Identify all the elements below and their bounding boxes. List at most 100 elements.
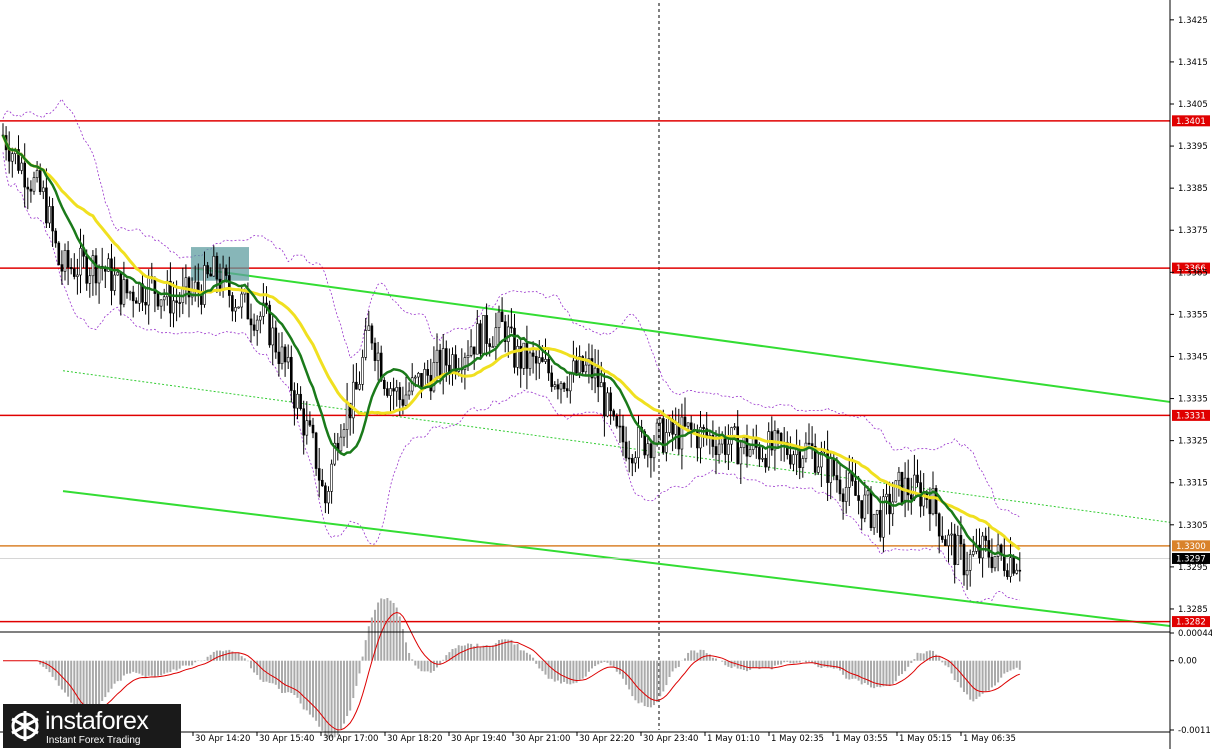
candle-body xyxy=(172,300,175,314)
time-tick-label: 30 Apr 22:20 xyxy=(579,734,634,744)
price-tick-label: 1.3285 xyxy=(1178,605,1208,615)
candle-body xyxy=(522,342,526,369)
level-tag-label: 1.3282 xyxy=(1176,618,1206,628)
candle-body xyxy=(872,513,876,529)
candle-body xyxy=(984,535,988,541)
candle-body xyxy=(686,422,690,427)
candle-body xyxy=(606,392,609,417)
level-tag xyxy=(1172,115,1210,127)
candle-body xyxy=(364,330,368,358)
candle-body xyxy=(252,324,256,331)
candle-body xyxy=(221,267,225,290)
candle-body xyxy=(978,544,981,559)
candle-body xyxy=(875,510,879,515)
candle-body xyxy=(593,367,597,379)
candle-body xyxy=(575,360,578,374)
candle-body xyxy=(407,390,411,396)
candle-body xyxy=(159,299,163,307)
candle-body xyxy=(395,387,399,392)
candle-body xyxy=(736,426,740,465)
candle-body xyxy=(249,318,253,326)
candle-body xyxy=(1002,554,1006,571)
macd-tick-label: 0.00 xyxy=(1178,657,1197,667)
candle-body xyxy=(776,430,780,434)
candle-body xyxy=(76,274,79,277)
candle-body xyxy=(119,271,123,305)
candle-body xyxy=(537,357,541,364)
candle-body xyxy=(637,426,640,459)
candle-body xyxy=(658,418,662,424)
time-tick-label: 30 Apr 15:40 xyxy=(259,734,314,744)
candle-body xyxy=(224,267,228,276)
candle-body xyxy=(652,443,656,459)
level-tag xyxy=(1172,540,1210,552)
candle-body xyxy=(882,496,885,538)
candle-body xyxy=(302,408,306,436)
candle-body xyxy=(169,280,172,314)
candle-body xyxy=(894,480,898,503)
candle-body xyxy=(590,358,594,379)
candle-body xyxy=(655,422,659,444)
candle-body xyxy=(674,423,678,435)
candle-body xyxy=(813,446,817,473)
candle-body xyxy=(339,436,343,452)
time-tick-label: 30 Apr 17:00 xyxy=(323,734,378,744)
candle-body xyxy=(510,326,513,329)
candle-body xyxy=(258,315,262,321)
price-tick-label: 1.3365 xyxy=(1178,268,1208,278)
candle-body xyxy=(237,306,240,309)
candle-body xyxy=(389,388,392,396)
candle-body xyxy=(758,447,761,460)
candle-body xyxy=(764,457,767,468)
level-tag-label: 1.3300 xyxy=(1176,542,1206,552)
level-tag-label: 1.3366 xyxy=(1176,264,1206,274)
candle-body xyxy=(17,149,20,171)
candle-body xyxy=(317,468,321,481)
candle-body xyxy=(556,384,560,390)
candle-body xyxy=(187,277,191,298)
candle-body xyxy=(122,279,126,305)
candle-body xyxy=(683,416,687,427)
candle-body xyxy=(131,291,135,302)
candle-body xyxy=(361,357,364,385)
candle-body xyxy=(240,293,243,308)
price-tick-label: 1.3405 xyxy=(1178,100,1208,110)
candle-body xyxy=(913,474,916,500)
candle-body xyxy=(503,321,507,342)
macd-tick-label: -0.0011 xyxy=(1178,726,1211,736)
candle-body xyxy=(581,356,585,373)
time-tick-label: 1 May 01:10 xyxy=(707,734,760,744)
candle-body xyxy=(714,446,718,455)
candle-body xyxy=(463,357,467,370)
candle-body xyxy=(268,304,271,346)
candle-body xyxy=(702,426,705,430)
candle-body xyxy=(358,383,361,390)
candle-body xyxy=(513,327,516,368)
candle-body xyxy=(550,372,554,387)
candle-body xyxy=(500,311,504,323)
candle-body xyxy=(646,443,650,456)
candle-body xyxy=(968,554,972,571)
candle-body xyxy=(110,258,113,291)
candle-body xyxy=(624,441,628,459)
candle-body xyxy=(668,418,671,433)
candle-body xyxy=(940,535,944,540)
candle-body xyxy=(643,431,647,456)
candle-body xyxy=(516,346,519,368)
candle-body xyxy=(971,551,975,555)
candle-body xyxy=(497,311,501,328)
candle-body xyxy=(835,475,839,481)
ma-green-line xyxy=(1,134,1021,561)
candle-body xyxy=(293,390,296,409)
candle-body xyxy=(475,323,479,355)
candle-body xyxy=(810,443,814,447)
candle-body xyxy=(482,315,485,354)
candle-body xyxy=(615,415,619,427)
candle-body xyxy=(444,348,448,366)
candle-body xyxy=(212,255,216,277)
candle-body xyxy=(953,533,957,565)
candle-body xyxy=(234,307,237,312)
candle-body xyxy=(829,458,833,483)
candle-body xyxy=(661,418,665,453)
candle-body xyxy=(184,277,188,288)
